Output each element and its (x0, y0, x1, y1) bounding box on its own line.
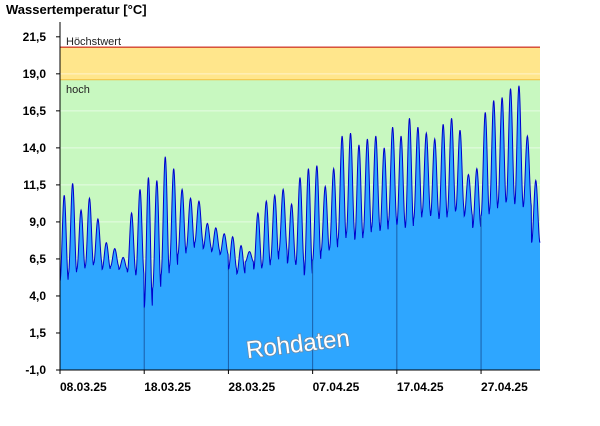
axes (59, 22, 540, 371)
y-tick-label-0: -1,0 (25, 363, 46, 377)
series-line (59, 85, 541, 308)
band-1 (60, 47, 540, 80)
threshold-label-0: Höchstwert (66, 36, 121, 48)
threshold-lines: Höchstwert hoch (60, 36, 540, 96)
y-tick-label-1: 1,5 (29, 326, 46, 340)
series-area (60, 85, 540, 371)
y-tick-labels: -1,0 1,5 4,0 6,5 9,0 11,5 14,0 16,5 19,0 21,5 (23, 30, 60, 377)
threshold-label-1: hoch (66, 84, 90, 96)
y-tick-label-2: 4,0 (29, 289, 46, 303)
chart-title: Wassertemperatur [°C] (6, 2, 147, 17)
x-tick-label-5: 27.04.25 (481, 380, 528, 394)
y-tick-label-6: 14,0 (23, 141, 47, 155)
y-tick-label-8: 19,0 (23, 67, 47, 81)
y-tick-label-3: 6,5 (29, 252, 46, 266)
y-tick-label-5: 11,5 (23, 178, 46, 192)
y-tick-label-7: 16,5 (23, 104, 47, 118)
y-tick-label-9: 21,5 (23, 30, 47, 44)
x-tick-label-4: 17.04.25 (397, 380, 444, 394)
x-tick-label-3: 07.04.25 (313, 380, 360, 394)
x-tick-label-1: 18.03.25 (144, 380, 191, 394)
x-tick-labels: 08.03.25 18.03.25 28.03.25 07.04.25 17.04.25… (59, 370, 528, 394)
data-area (59, 85, 541, 371)
x-tick-label-2: 28.03.25 (228, 380, 275, 394)
x-tick-label-0: 08.03.25 (60, 380, 107, 394)
y-tick-label-4: 9,0 (29, 215, 46, 229)
